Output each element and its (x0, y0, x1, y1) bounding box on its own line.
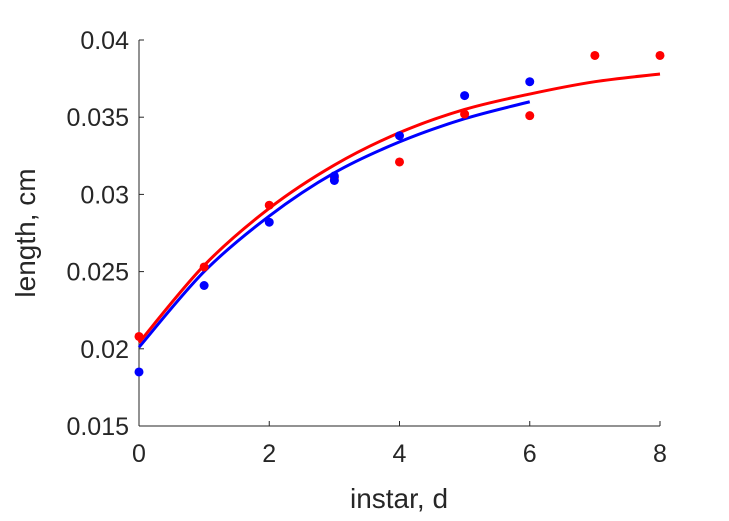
fit-line (137, 100, 531, 349)
x-tick-label: 2 (262, 440, 276, 468)
data-point (590, 50, 600, 60)
data-point (329, 171, 339, 181)
x-tick-label: 8 (653, 440, 667, 468)
data-point (525, 77, 535, 87)
y-axis-label: length, cm (10, 168, 41, 297)
y-tick-label: 0.025 (66, 259, 129, 287)
data-point (264, 200, 274, 210)
x-axis-label: instar, d (350, 483, 448, 514)
data-point (655, 50, 665, 60)
y-tick-label: 0.03 (80, 181, 129, 209)
x-tick-label: 0 (132, 440, 146, 468)
data-point (460, 91, 470, 101)
data-point (264, 217, 274, 227)
x-tick-label: 4 (393, 440, 407, 468)
data-point (460, 109, 470, 119)
data-point (134, 367, 144, 377)
axes (138, 40, 660, 427)
fit-lines (137, 72, 661, 349)
y-tick-label: 0.02 (80, 336, 129, 364)
fit-line (137, 72, 661, 344)
data-point (395, 157, 404, 167)
data-points (134, 50, 665, 377)
data-point (199, 262, 209, 272)
data-point (199, 280, 209, 290)
y-tick-label: 0.04 (80, 27, 129, 55)
y-tick-label: 0.015 (66, 413, 129, 441)
y-tick-label: 0.035 (66, 104, 129, 132)
data-point (134, 331, 144, 341)
x-tick-label: 6 (523, 440, 537, 468)
data-point (525, 111, 535, 121)
data-point (395, 131, 404, 141)
ticks: 0 2 4 6 8 0.015 0.02 0.025 0.03 0.035 0.04 (66, 27, 667, 468)
